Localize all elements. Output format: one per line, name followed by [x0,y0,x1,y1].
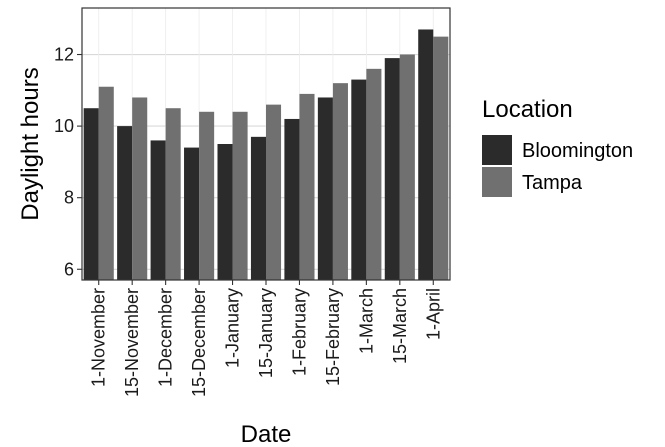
bar-bloomington-15-january [250,136,266,280]
x-tick-label: 1-April [423,288,443,340]
x-tick-label: 15-November [122,288,142,397]
x-tick-label: 15-March [390,288,410,364]
bar-tampa-15-january [266,104,282,280]
y-tick-label: 6 [64,259,74,279]
bar-bloomington-1-november [83,108,99,280]
y-axis-title: Daylight hours [17,67,44,220]
bar-bloomington-15-november [117,126,133,281]
x-axis-title: Date [241,421,292,447]
bar-tampa-1-march [366,68,382,280]
legend-title: Location [482,96,573,123]
legend-key-bloomington [482,135,512,165]
x-tick-label: 1-March [356,288,376,354]
bar-bloomington-15-december [184,147,200,280]
x-tick-label: 15-January [256,288,276,378]
bar-tampa-1-april [433,36,449,281]
x-tick-label: 15-February [323,288,343,386]
y-tick-label: 12 [54,45,74,65]
bar-bloomington-1-march [351,79,367,280]
x-tick-label: 15-December [189,288,209,397]
bar-bloomington-1-april [418,29,434,281]
x-tick-label: 1-February [289,288,309,376]
x-tick-label: 1-November [89,288,109,387]
legend-key-tampa [482,167,512,197]
legend-label-tampa: Tampa [522,172,583,194]
bar-tampa-1-december [165,108,181,280]
bar-bloomington-1-january [217,144,233,280]
bar-tampa-15-february [332,83,348,280]
bar-tampa-1-february [299,93,315,280]
bar-bloomington-1-february [284,118,300,281]
y-tick-label: 8 [64,188,74,208]
x-tick-label: 1-December [156,288,176,387]
legend-label-bloomington: Bloomington [522,140,633,162]
x-tick-label: 1-January [223,288,243,368]
bar-tampa-15-march [399,54,415,280]
bar-tampa-1-january [232,111,248,280]
y-tick-label: 10 [54,116,74,136]
bar-bloomington-1-december [150,140,166,280]
x-axis: 1-November 15-November 1-December 15-Decemb… [89,280,443,397]
bar-tampa-15-december [199,111,215,280]
bar-bloomington-15-february [317,97,333,280]
bars [83,29,449,281]
bar-tampa-1-november [98,86,114,280]
bar-bloomington-15-march [384,58,400,281]
legend: Location Bloomington Tampa [482,96,633,197]
y-axis: 6 8 10 12 [54,45,82,279]
bar-tampa-15-november [132,97,148,280]
